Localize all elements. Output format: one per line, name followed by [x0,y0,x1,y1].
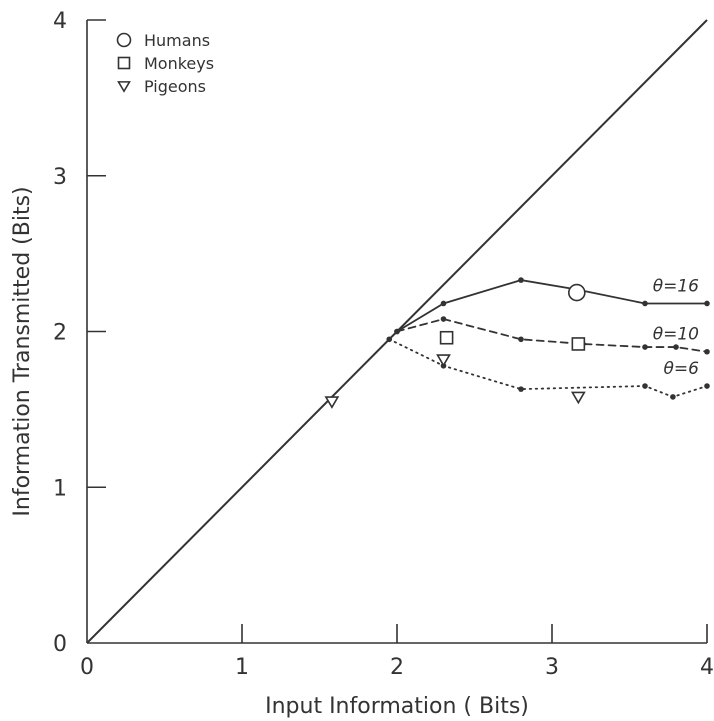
legend: Humans Monkeys Pigeons [116,31,214,96]
x-tick-label: 4 [700,655,714,680]
series-point [518,336,524,343]
series-group: θ=16 θ=10 θ=6 [386,276,710,400]
y-tick-label: 1 [53,476,67,501]
data-marker [436,354,451,367]
y-tick-label: 4 [53,9,67,34]
series-line [388,338,708,398]
series-label: θ=10 [653,325,699,345]
series-point [642,300,648,307]
series-point [394,328,400,335]
x-tick-label: 0 [80,655,94,680]
points-group [324,283,586,409]
series-point [518,277,524,283]
legend-label: Monkeys [144,54,214,73]
legend-marker [117,81,131,93]
series-label: θ=16 [653,276,699,296]
y-axis-label: Information Transmitted (Bits) [10,186,35,516]
series-point [642,344,648,350]
x-tick-label: 2 [390,655,404,680]
series-point [704,383,710,389]
x-tick-label: 3 [545,655,559,680]
legend-label: Humans [144,31,210,50]
legend-label: Pigeons [144,77,206,96]
legend-marker [116,32,132,48]
data-marker [571,337,586,351]
axes: 0 1 2 3 4 0 1 2 3 4 [53,9,714,680]
series-line [396,279,708,333]
series-point [704,348,710,355]
data-marker [439,330,454,345]
series-point [670,394,676,400]
x-tick-label: 1 [235,655,249,680]
y-tick-label: 3 [53,165,67,190]
data-marker [324,396,340,409]
series-point [440,300,447,307]
y-tick-label: 0 [53,632,67,657]
series-point [642,383,648,389]
x-axis-label: Input Information ( Bits) [265,694,529,719]
series-point [386,336,393,343]
data-marker [570,391,586,405]
series-label: θ=6 [664,359,700,379]
y-tick-label: 2 [53,321,67,346]
series-point [673,344,679,350]
legend-marker [117,56,131,70]
labels-group: Input Information ( Bits) Information Tra… [10,186,529,719]
series-point [440,316,447,322]
data-marker [567,283,586,302]
series-point [518,386,524,392]
series-point [704,300,710,307]
